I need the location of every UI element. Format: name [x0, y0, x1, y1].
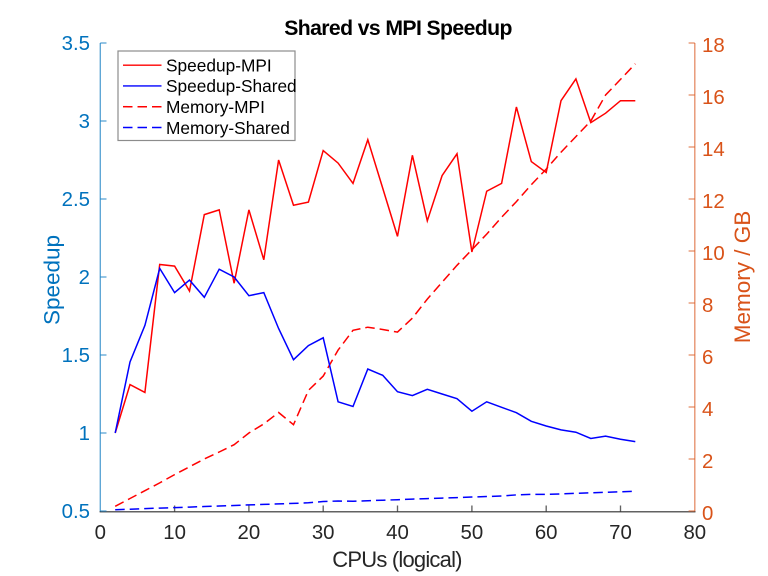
svg-text:0.5: 0.5 [62, 501, 90, 523]
svg-text:Memory-MPI: Memory-MPI [166, 97, 265, 117]
svg-text:30: 30 [312, 522, 335, 544]
svg-text:50: 50 [461, 522, 484, 544]
svg-text:4: 4 [702, 399, 713, 421]
svg-text:14: 14 [702, 139, 725, 161]
svg-text:1: 1 [79, 423, 90, 445]
svg-text:Speedup: Speedup [40, 235, 65, 325]
svg-text:20: 20 [238, 522, 261, 544]
svg-text:2: 2 [702, 451, 713, 473]
svg-text:Shared vs MPI Speedup: Shared vs MPI Speedup [284, 17, 512, 40]
svg-text:Memory / GB: Memory / GB [730, 211, 755, 344]
svg-text:CPUs (logical): CPUs (logical) [332, 547, 461, 572]
svg-text:2: 2 [79, 267, 90, 289]
svg-text:40: 40 [386, 522, 409, 544]
svg-text:6: 6 [702, 347, 713, 369]
svg-text:18: 18 [702, 35, 725, 57]
svg-text:3.5: 3.5 [62, 33, 90, 55]
svg-text:0: 0 [702, 503, 713, 525]
svg-text:60: 60 [535, 522, 558, 544]
svg-text:8: 8 [702, 295, 713, 317]
svg-text:16: 16 [702, 87, 725, 109]
svg-text:80: 80 [683, 522, 706, 544]
svg-text:10: 10 [163, 522, 186, 544]
svg-text:12: 12 [702, 191, 725, 213]
svg-text:3: 3 [79, 111, 90, 133]
svg-text:0: 0 [95, 522, 106, 544]
svg-text:1.5: 1.5 [62, 345, 90, 367]
svg-text:Speedup-Shared: Speedup-Shared [166, 76, 297, 96]
svg-text:70: 70 [609, 522, 632, 544]
svg-text:10: 10 [702, 243, 725, 265]
svg-text:2.5: 2.5 [62, 189, 90, 211]
svg-text:Speedup-MPI: Speedup-MPI [166, 56, 272, 76]
svg-text:Memory-Shared: Memory-Shared [166, 118, 290, 138]
